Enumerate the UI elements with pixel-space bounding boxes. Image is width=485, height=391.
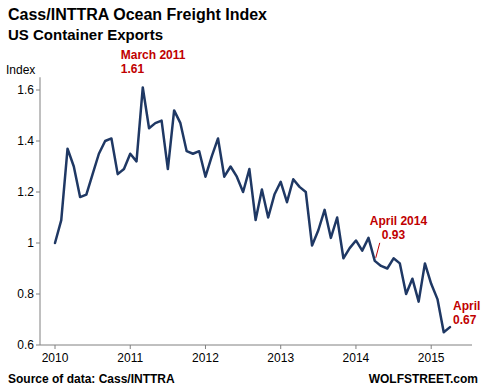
- x-tick-label: 2011: [117, 351, 143, 365]
- x-tick: [280, 345, 281, 349]
- series-line: [55, 87, 450, 332]
- annotation-value: 0.93: [382, 228, 406, 242]
- y-tick-label: 0.8: [17, 287, 34, 301]
- x-tick: [55, 345, 56, 349]
- x-tick-label: 2015: [418, 351, 445, 365]
- y-tick-label: 0.6: [17, 338, 34, 352]
- annotation-label: April 2014: [370, 214, 428, 228]
- y-tick-label: 1.6: [17, 83, 34, 97]
- source: Source of data: Cass/INTTRA: [8, 372, 175, 386]
- credit: WOLFSTREET.com: [369, 372, 478, 386]
- y-tick: [36, 243, 40, 244]
- x-tick: [355, 345, 356, 349]
- y-axis-line: [40, 77, 41, 345]
- annotation-label: April: [453, 299, 480, 313]
- annotation-label: March 2011: [121, 48, 186, 62]
- y-tick: [36, 192, 40, 193]
- y-tick-label: 1.2: [17, 185, 34, 199]
- x-tick-label: 2012: [192, 351, 219, 365]
- x-axis-line: [40, 345, 472, 346]
- x-tick-label: 2010: [42, 351, 69, 365]
- annotation-value: 1.61: [121, 62, 145, 76]
- y-tick-label: 1.4: [17, 134, 34, 148]
- annotation-leader: [376, 243, 380, 258]
- y-tick-label: 1: [27, 236, 34, 250]
- x-tick: [130, 345, 131, 349]
- chart: Cass/INTTRA Ocean Freight Index US Contai…: [0, 0, 485, 391]
- annotation-value: 0.67: [453, 313, 477, 327]
- y-tick: [36, 345, 40, 346]
- x-tick: [205, 345, 206, 349]
- x-tick-label: 2014: [343, 351, 370, 365]
- subtitle: US Container Exports: [8, 26, 163, 43]
- x-tick: [431, 345, 432, 349]
- plot-area: [55, 87, 450, 332]
- title: Cass/INTTRA Ocean Freight Index: [8, 6, 267, 23]
- x-tick-label: 2013: [267, 351, 294, 365]
- y-tick: [36, 141, 40, 142]
- y-axis-label: Index: [6, 63, 35, 77]
- y-tick: [36, 90, 40, 91]
- y-tick: [36, 294, 40, 295]
